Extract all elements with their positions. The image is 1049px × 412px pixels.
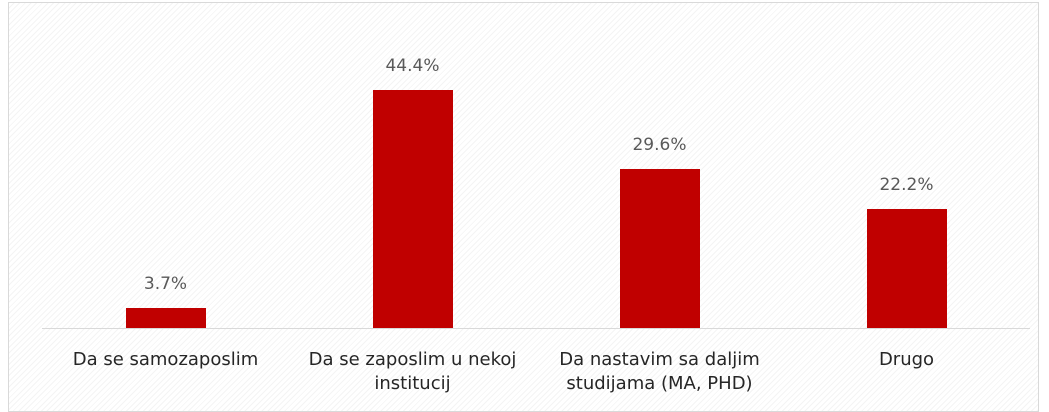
x-tick-label: Drugo	[878, 349, 935, 370]
x-tick-label: Da se zaposlim u nekoj institucij	[308, 349, 517, 394]
bar	[619, 169, 700, 328]
data-label: 3.7%	[143, 274, 188, 295]
x-tick-label: Da se samozaposlim	[72, 349, 259, 370]
bar	[125, 308, 206, 328]
page: {"chart_data": {"type": "bar", "categori…	[8, 2, 1039, 412]
x-axis	[42, 328, 1030, 329]
bar	[866, 209, 947, 328]
chart: 3.7% Da se samozaposlim 44.4% Da se zaposli…	[8, 2, 1039, 412]
data-label: 44.4%	[385, 56, 440, 77]
bar	[372, 90, 453, 328]
x-tick-label: Da nastavim sa daljim studijama (MA, PHD…	[559, 349, 760, 394]
data-label: 29.6%	[632, 135, 687, 156]
data-label: 22.2%	[879, 175, 934, 195]
